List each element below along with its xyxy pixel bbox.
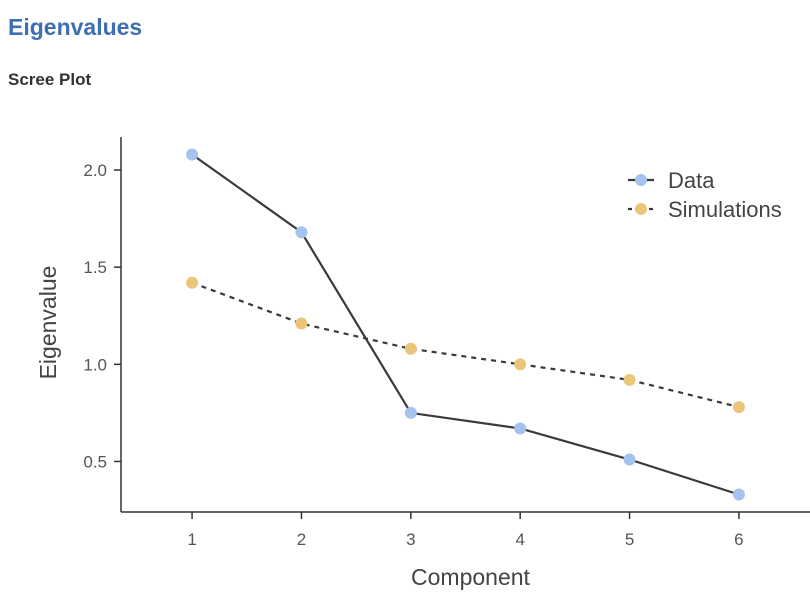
series-line-simulations bbox=[191, 281, 740, 409]
series bbox=[186, 148, 745, 501]
data-point-simulations bbox=[186, 276, 199, 289]
x-tick-label: 2 bbox=[297, 530, 306, 549]
y-axis-title: Eigenvalue bbox=[35, 266, 61, 380]
x-axis-title: Component bbox=[411, 564, 531, 590]
x-tick-label: 5 bbox=[625, 530, 634, 549]
data-point-data bbox=[623, 453, 636, 466]
axes bbox=[120, 137, 810, 513]
data-point-simulations bbox=[623, 373, 636, 386]
data-point-data bbox=[404, 406, 417, 419]
y-tick-label: 0.5 bbox=[83, 452, 107, 471]
data-point-simulations bbox=[732, 401, 745, 414]
series-line-data bbox=[191, 153, 740, 496]
data-point-simulations bbox=[295, 317, 308, 330]
data-point-simulations bbox=[514, 358, 527, 371]
plot-title: Scree Plot bbox=[8, 70, 92, 89]
x-tick-label: 3 bbox=[406, 530, 415, 549]
legend: Data Simulations bbox=[628, 168, 782, 222]
y-tick-label: 1.5 bbox=[83, 258, 107, 277]
data-point-data bbox=[186, 148, 199, 161]
data-point-data bbox=[514, 422, 527, 435]
x-tick-label: 6 bbox=[734, 530, 743, 549]
data-point-simulations bbox=[404, 342, 417, 355]
y-tick-label: 1.0 bbox=[83, 355, 107, 374]
ticks: 0.5 1.0 1.5 2.0 1 2 3 4 5 6 bbox=[83, 161, 743, 549]
data-point-data bbox=[295, 226, 308, 239]
legend-label: Simulations bbox=[668, 197, 782, 222]
x-tick-label: 1 bbox=[187, 530, 196, 549]
data-point-data bbox=[732, 488, 745, 501]
legend-label: Data bbox=[668, 168, 715, 193]
legend-key-marker bbox=[635, 174, 647, 186]
x-tick-label: 4 bbox=[515, 530, 524, 549]
legend-key-marker bbox=[635, 203, 647, 215]
section-title: Eigenvalues bbox=[8, 14, 143, 40]
y-tick-label: 2.0 bbox=[83, 161, 107, 180]
